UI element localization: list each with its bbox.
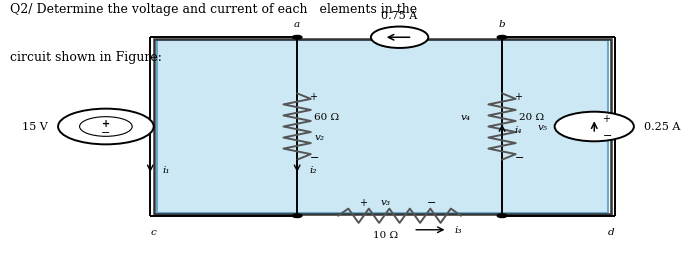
Text: b: b [499, 20, 505, 29]
Text: i₃: i₃ [454, 225, 462, 234]
Text: −: − [515, 152, 524, 163]
Text: +: + [515, 91, 522, 102]
Text: −: − [602, 131, 612, 141]
Circle shape [497, 214, 507, 218]
Text: +: + [102, 118, 110, 128]
Text: 0.75 A: 0.75 A [382, 11, 418, 21]
Text: −: − [427, 197, 436, 207]
Text: v₅: v₅ [538, 122, 548, 132]
Text: c: c [151, 227, 156, 236]
Circle shape [292, 214, 302, 218]
Circle shape [555, 112, 634, 142]
Text: circuit shown in Figure:: circuit shown in Figure: [10, 51, 162, 64]
Text: Q2/ Determine the voltage and current of each   elements in the: Q2/ Determine the voltage and current of… [10, 3, 418, 15]
Circle shape [497, 36, 507, 40]
Text: 20 Ω: 20 Ω [519, 112, 544, 121]
Text: −: − [309, 152, 319, 163]
Text: v₄: v₄ [461, 112, 471, 121]
Text: i₄: i₄ [515, 125, 522, 134]
Text: d: d [608, 227, 615, 236]
Text: i₁: i₁ [163, 166, 170, 175]
Text: 10 Ω: 10 Ω [373, 230, 398, 239]
Circle shape [292, 36, 302, 40]
Text: v₃: v₃ [381, 197, 391, 207]
FancyBboxPatch shape [157, 41, 608, 213]
Text: a: a [294, 20, 300, 29]
Circle shape [58, 109, 154, 145]
Text: 0.25 A: 0.25 A [644, 122, 681, 132]
Text: +: + [358, 197, 367, 207]
Text: +: + [602, 113, 610, 123]
Text: −: − [101, 127, 110, 137]
Text: 60 Ω: 60 Ω [314, 112, 340, 121]
Text: 15 V: 15 V [22, 122, 48, 132]
Text: i₂: i₂ [309, 166, 317, 175]
Text: v₂: v₂ [314, 133, 325, 142]
Circle shape [371, 27, 429, 49]
Text: +: + [309, 91, 318, 102]
